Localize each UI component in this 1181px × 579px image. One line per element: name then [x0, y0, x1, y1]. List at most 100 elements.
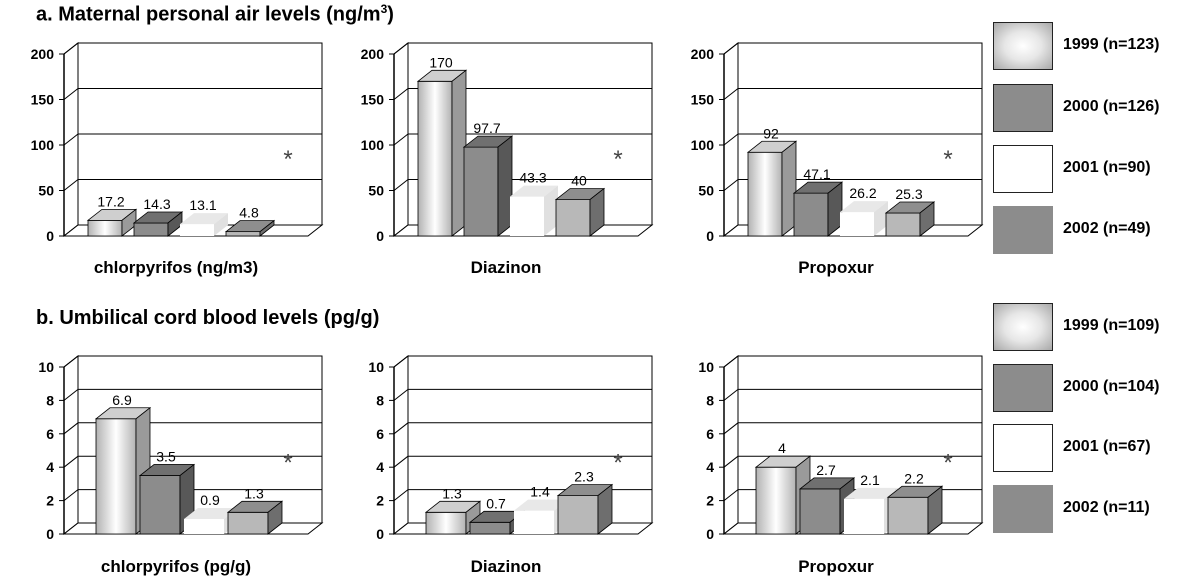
bar-2000: [132, 211, 184, 237]
x-axis-label: Diazinon: [471, 258, 542, 277]
gridline-side: [723, 42, 739, 55]
y-tick-label: 0: [376, 526, 384, 542]
data-label-2001: 1.4: [530, 484, 550, 500]
gridline-side: [63, 355, 79, 368]
data-label-2002: 1.3: [244, 485, 264, 501]
chart-cord-chlorpyrifos: 0 2 4 6 8 10 6.9 3.5 0.9 1.3 * chlorpyrifos (pg/g): [38, 354, 324, 576]
bar-top: [844, 487, 898, 499]
data-label-2001: 0.9: [200, 492, 220, 508]
chart-maternal-diazinon: 0 50 100 150 200 170 97.7 43.3 40 * Diazinon: [361, 41, 654, 277]
legend-b-label-2000: 2000 (n=104): [1063, 378, 1160, 395]
data-label-2001: 43.3: [519, 170, 546, 186]
gridline-side: [393, 422, 409, 435]
x-axis-label: Propoxur: [798, 557, 874, 576]
bar-side: [597, 483, 613, 535]
y-tick-label: 2: [376, 493, 384, 509]
bar-2002: [884, 201, 936, 237]
data-label-2002: 4.8: [239, 205, 259, 221]
bar-2002: [226, 500, 284, 535]
chart-cord-diazinon: 0 2 4 6 8 10 1.3 0.7 1.4 2.3 * Diazinon: [368, 354, 654, 576]
bar-2000: [792, 181, 844, 237]
legend-b-item-1999: 1999 (n=109): [993, 303, 1181, 353]
y-tick-label: 8: [706, 392, 714, 408]
x-axis-label: Propoxur: [798, 258, 874, 277]
legend-b-item-2002: 2002 (n=11): [993, 485, 1181, 535]
legend-b-item-2000: 2000 (n=104): [993, 364, 1181, 414]
legend-a-item-2002: 2002 (n=49): [993, 206, 1181, 256]
x-axis-label: Diazinon: [471, 557, 542, 576]
section-a-title-text: a. Maternal personal air levels (ng/m: [36, 3, 381, 26]
significance-asterisk: *: [613, 450, 622, 477]
bar-front: [227, 511, 269, 535]
legend-b-swatch-2002: [993, 485, 1053, 533]
data-label-2002: 40: [571, 173, 587, 189]
data-label-2000: 97.7: [473, 120, 500, 136]
gridline-side: [393, 42, 409, 55]
bar-2002: [224, 219, 276, 237]
bar-side: [919, 201, 935, 237]
y-tick-label: 150: [31, 92, 55, 108]
bar-front: [885, 212, 921, 237]
legend-b-item-2001: 2001 (n=67): [993, 424, 1181, 474]
data-label-2001: 13.1: [189, 197, 216, 213]
gridline-side: [63, 489, 79, 501]
y-tick-label: 0: [706, 526, 714, 542]
legend-a-label-2000: 2000 (n=126): [1063, 98, 1160, 115]
section-a-title: a. Maternal personal air levels (ng/m3): [36, 2, 394, 27]
y-tick-label: 6: [706, 426, 714, 442]
gridline-side: [393, 88, 409, 100]
bar-front: [139, 475, 181, 535]
x-axis-label: chlorpyrifos (ng/m3): [94, 258, 258, 277]
y-tick-label: 10: [368, 359, 384, 375]
y-tick-label: 6: [46, 426, 54, 442]
y-tick-label: 0: [706, 228, 714, 244]
data-label-2002: 2.3: [574, 469, 594, 485]
bar-side: [589, 187, 605, 237]
data-label-2002: 25.3: [895, 186, 922, 202]
y-tick-label: 10: [698, 359, 714, 375]
bar-1999: [416, 69, 468, 237]
y-tick-label: 100: [31, 137, 55, 153]
legend-b-label-2001: 2001 (n=67): [1063, 438, 1151, 455]
bar-front: [844, 498, 884, 534]
legend-b-swatch-2000: [993, 364, 1053, 412]
y-tick-label: 2: [706, 493, 714, 509]
bar-front: [557, 495, 599, 535]
y-tick-label: 6: [376, 426, 384, 442]
data-label-2000: 2.7: [816, 462, 836, 478]
gridline-side: [63, 179, 79, 191]
gridline-side: [393, 455, 409, 468]
y-tick-label: 150: [691, 92, 715, 108]
bar-front: [469, 521, 511, 535]
gridline-side: [63, 88, 79, 100]
y-tick-label: 0: [376, 228, 384, 244]
gridline-side: [723, 389, 739, 401]
data-label-1999: 1.3: [442, 485, 462, 501]
section-a-title-tail: ): [387, 3, 394, 26]
legend-a-label-2002: 2002 (n=49): [1063, 220, 1151, 237]
bar-2001: [510, 185, 558, 236]
bar-2001: [180, 213, 228, 236]
bar-top: [184, 507, 238, 519]
chart-maternal-propoxur: 0 50 100 150 200 92 47.1 26.2 25.3 * Propoxur: [691, 41, 984, 277]
bar-front: [799, 488, 841, 535]
gridline-side: [63, 42, 79, 55]
y-tick-label: 0: [46, 228, 54, 244]
y-tick-label: 200: [31, 46, 55, 62]
gridline-side: [723, 489, 739, 501]
data-label-1999: 4: [778, 440, 786, 456]
gridline-side: [723, 88, 739, 100]
data-label-2001: 2.1: [860, 472, 880, 488]
bar-1999: [424, 500, 482, 535]
gridline-side: [63, 455, 79, 468]
y-tick-label: 0: [46, 526, 54, 542]
bar-front: [87, 219, 123, 237]
bar-side: [267, 500, 283, 535]
bar-front: [755, 466, 797, 535]
bar-front: [95, 418, 137, 535]
y-tick-label: 50: [368, 183, 384, 199]
y-tick-label: 150: [361, 92, 385, 108]
gridline-side: [393, 389, 409, 401]
data-label-1999: 92: [763, 125, 779, 141]
legend-b-swatch-2001: [993, 424, 1053, 472]
